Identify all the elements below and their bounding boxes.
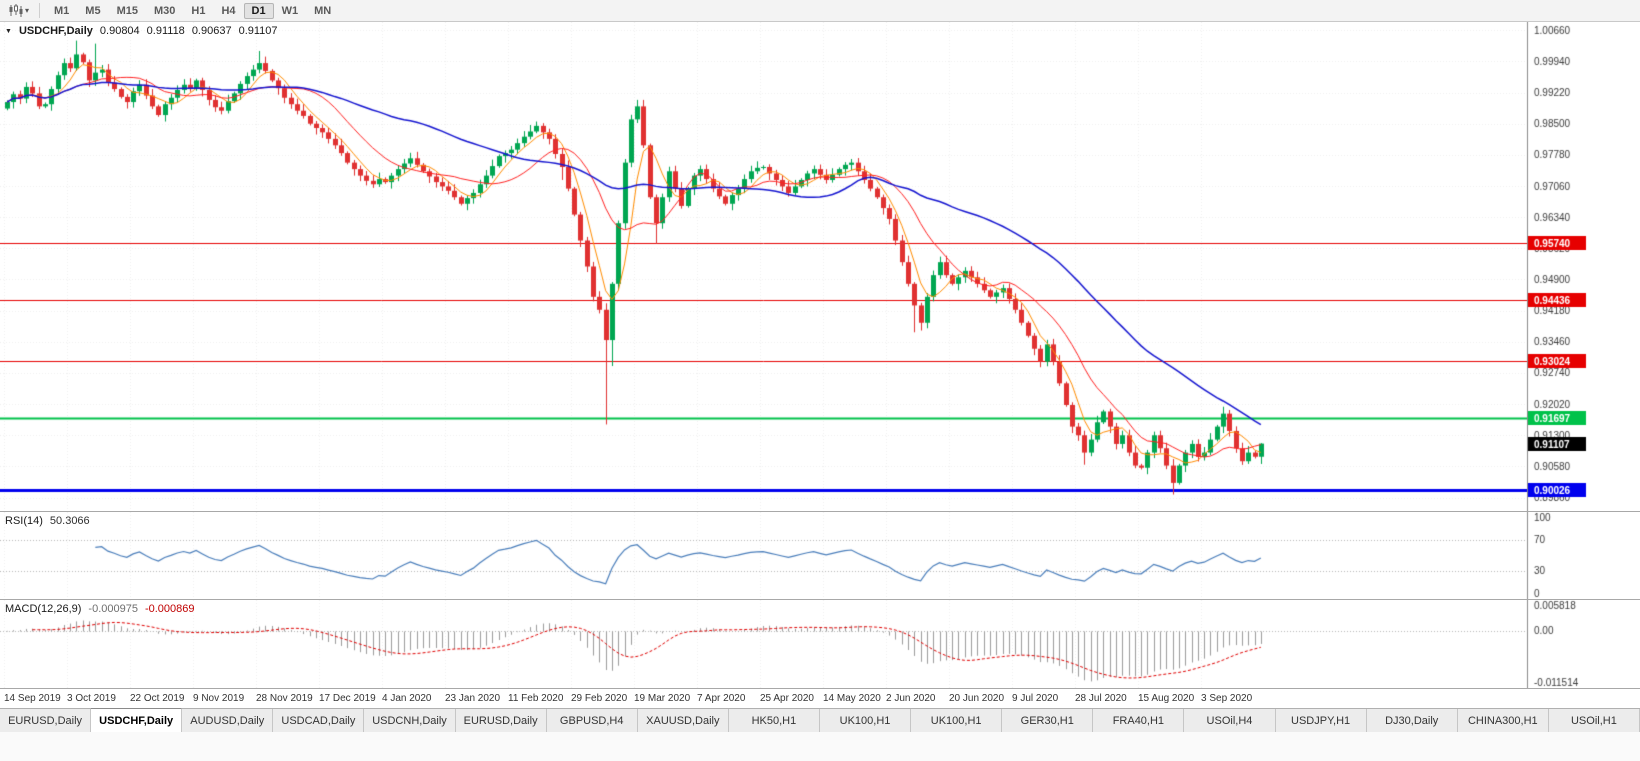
chart-tab-usdcnh-daily[interactable]: USDCNH,Daily <box>364 709 456 732</box>
date-label: 28 Nov 2019 <box>256 693 313 704</box>
date-label: 11 Feb 2020 <box>508 693 564 704</box>
date-label: 19 Mar 2020 <box>634 693 691 704</box>
chart-tab-usdcad-daily[interactable]: USDCAD,Daily <box>273 709 365 732</box>
date-label: 9 Nov 2019 <box>193 693 245 704</box>
price-chart-canvas[interactable] <box>0 22 1640 511</box>
chart-tab-ger30-h1[interactable]: GER30,H1 <box>1002 709 1094 732</box>
timeframe-m15[interactable]: M15 <box>116 4 138 17</box>
chart-tab-gbpusd-h4[interactable]: GBPUSD,H4 <box>546 709 638 732</box>
date-axis: 14 Sep 2019 3 Oct 2019 22 Oct 2019 9 Nov 20… <box>0 688 1640 708</box>
chart-tab-usdjpy-h1[interactable]: USDJPY,H1 <box>1275 709 1367 732</box>
chart-tab-eurusd-daily[interactable]: EURUSD,Daily <box>455 709 547 732</box>
price-panel: ▼ USDCHF,Daily 0.90804 0.91118 0.90637 0… <box>0 22 1640 511</box>
chart-tab-usoil-h4[interactable]: USOil,H4 <box>1184 709 1276 732</box>
timeframe-mn[interactable]: MN <box>314 4 332 17</box>
chart-tab-eurusd-daily[interactable]: EURUSD,Daily <box>0 709 92 732</box>
chart-tab-uk100-h1[interactable]: UK100,H1 <box>819 709 912 732</box>
candlestick-chart-icon[interactable]: ▾ <box>4 3 33 18</box>
date-label: 20 Jun 2020 <box>949 693 1005 704</box>
top-toolbar: ▾ M1 M5 M15 M30 H1 H4 D1 W1 MN <box>0 0 1640 22</box>
macd-canvas[interactable] <box>0 600 1640 688</box>
splitter-price-rsi[interactable] <box>0 511 1640 512</box>
timeframe-d1[interactable]: D1 <box>243 2 274 19</box>
chart-tab-fra40-h1[interactable]: FRA40,H1 <box>1093 709 1185 732</box>
chart-tab-bar: EURUSD,Daily USDCHF,Daily AUDUSD,Daily USDC… <box>0 708 1640 732</box>
date-label: 14 May 2020 <box>823 693 881 704</box>
date-label: 23 Jan 2020 <box>445 693 501 704</box>
candlestick-glyph <box>9 4 23 17</box>
chart-tab-usoil-h1[interactable]: USOil,H1 <box>1548 709 1640 732</box>
rsi-panel: RSI(14) 50.3066 <box>0 512 1640 599</box>
chart-tab-usdchf-daily[interactable]: USDCHF,Daily <box>91 708 183 732</box>
date-label: 14 Sep 2019 <box>4 693 61 704</box>
toolbar-separator <box>39 3 41 18</box>
timeframe-h4[interactable]: H4 <box>221 4 236 17</box>
splitter-rsi-macd[interactable] <box>0 599 1640 600</box>
date-label: 7 Apr 2020 <box>697 693 746 704</box>
chart-tab-hk50-h1[interactable]: HK50,H1 <box>728 709 820 732</box>
chart-tab-uk100-h1[interactable]: UK100,H1 <box>911 709 1003 732</box>
chart-tab-china300-h1[interactable]: CHINA300,H1 <box>1457 709 1549 732</box>
date-label: 2 Jun 2020 <box>886 693 936 704</box>
chart-tab-xauusd-daily[interactable]: XAUUSD,Daily <box>637 709 729 732</box>
bottom-strip <box>0 732 1640 761</box>
date-label: 3 Sep 2020 <box>1201 693 1253 704</box>
date-label: 4 Jan 2020 <box>382 693 432 704</box>
timeframe-m1[interactable]: M1 <box>54 4 70 17</box>
timeframe-buttons: M1 M5 M15 M30 H1 H4 D1 W1 MN <box>46 2 339 19</box>
caret-down-icon: ▾ <box>25 5 30 15</box>
chart-tab-dj30-daily[interactable]: DJ30,Daily <box>1366 709 1458 732</box>
expand-arrow-icon[interactable]: ▼ <box>5 27 12 35</box>
timeframe-m5[interactable]: M5 <box>85 4 101 17</box>
date-label: 3 Oct 2019 <box>67 693 116 704</box>
chart-tab-audusd-daily[interactable]: AUDUSD,Daily <box>182 709 274 732</box>
date-label: 25 Apr 2020 <box>760 693 814 704</box>
date-label: 28 Jul 2020 <box>1075 693 1127 704</box>
timeframe-w1[interactable]: W1 <box>281 4 299 17</box>
date-label: 17 Dec 2019 <box>319 693 376 704</box>
date-label: 29 Feb 2020 <box>571 693 628 704</box>
date-label: 22 Oct 2019 <box>130 693 185 704</box>
date-label: 9 Jul 2020 <box>1012 693 1059 704</box>
rsi-canvas[interactable] <box>0 512 1640 599</box>
date-label: 15 Aug 2020 <box>1138 693 1195 704</box>
timeframe-m30[interactable]: M30 <box>153 4 176 17</box>
macd-panel: MACD(12,26,9) -0.000975 -0.000869 <box>0 600 1640 688</box>
timeframe-h1[interactable]: H1 <box>191 4 206 17</box>
